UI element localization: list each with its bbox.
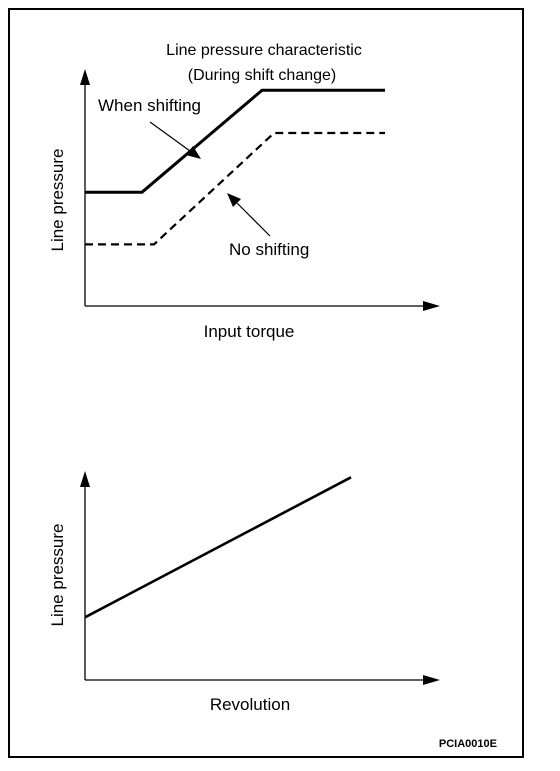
chart-bottom-axes: [80, 471, 440, 685]
chart-top-axes: [80, 69, 440, 311]
annotation-when-shifting-arrowhead: [186, 146, 201, 159]
annotation-no-shifting-leader: [236, 202, 271, 237]
annotation-when-shifting: When shifting: [98, 96, 201, 115]
annotation-no-shifting-arrowhead: [227, 193, 241, 207]
chart-top-subtitle: (During shift change): [188, 67, 337, 84]
series-when-shifting-line: [85, 88, 385, 194]
chart-bottom-x-label: Revolution: [210, 695, 290, 714]
chart-bottom-y-arrow: [80, 471, 90, 487]
chart-bottom-x-arrow: [423, 675, 440, 685]
annotation-no-shifting: No shifting: [229, 240, 309, 259]
series-no-shifting-line: [85, 131, 385, 246]
chart-top-y-arrow: [80, 69, 90, 85]
figure-code: PCIA0010E: [439, 738, 497, 750]
chart-top-y-label: Line pressure: [48, 148, 67, 251]
chart-top-title: Line pressure characteristic: [166, 42, 362, 59]
chart-bottom-y-label: Line pressure: [48, 523, 67, 626]
chart-bottom-series-line: [84, 476, 352, 619]
chart-top-x-label: Input torque: [204, 322, 295, 341]
chart-top: Line pressure characteristic (During shi…: [48, 42, 440, 341]
annotation-when-shifting-leader: [149, 121, 191, 152]
figure-frame: [8, 8, 524, 758]
chart-top-x-arrow: [423, 301, 440, 311]
chart-bottom: Line pressure Revolution: [48, 471, 440, 714]
